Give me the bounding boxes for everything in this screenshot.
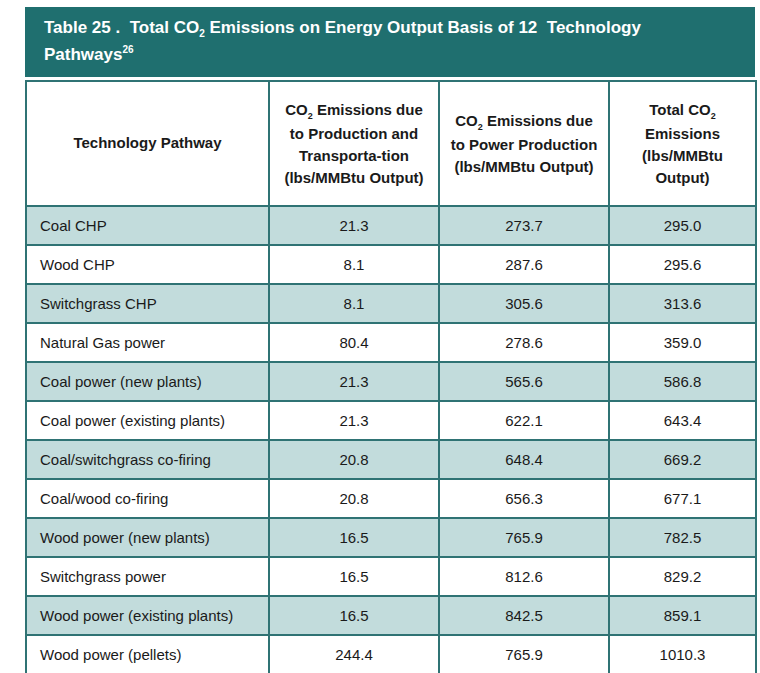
production-transport-value-cell: 20.8: [269, 440, 439, 479]
pathway-cell: Wood power (pellets): [26, 635, 269, 673]
column-header-text: CO: [455, 112, 478, 129]
power-production-value-cell: 842.5: [439, 596, 609, 635]
power-production-value-cell: 305.6: [439, 284, 609, 323]
pathway-cell: Coal/switchgrass co-firing: [26, 440, 269, 479]
column-header-text: Technology Pathway: [73, 134, 221, 151]
table-row: Coal/wood co-firing 20.8 656.3 677.1: [26, 479, 756, 518]
table-row: Wood CHP 8.1 287.6 295.6: [26, 245, 756, 284]
production-transport-value-cell: 21.3: [269, 401, 439, 440]
column-header-text: CO: [285, 101, 308, 118]
table-row: Wood power (existing plants) 16.5 842.5 …: [26, 596, 756, 635]
production-transport-value-cell: 80.4: [269, 323, 439, 362]
pathway-cell: Natural Gas power: [26, 323, 269, 362]
emissions-table: Technology Pathway CO2 Emissions due to …: [25, 80, 757, 673]
total-emissions-value-cell: 1010.3: [609, 635, 756, 673]
total-emissions-value-cell: 829.2: [609, 557, 756, 596]
column-header-total-emissions: Total CO2 Emissions (lbs/MMBtu Output): [609, 81, 756, 206]
column-header-text: Emissions (lbs/MMBtu Output): [642, 125, 723, 186]
pathway-cell: Coal/wood co-firing: [26, 479, 269, 518]
total-emissions-value-cell: 643.4: [609, 401, 756, 440]
total-emissions-value-cell: 313.6: [609, 284, 756, 323]
table-row: Coal/switchgrass co-firing 20.8 648.4 66…: [26, 440, 756, 479]
production-transport-value-cell: 16.5: [269, 596, 439, 635]
production-transport-value-cell: 20.8: [269, 479, 439, 518]
table-row: Natural Gas power 80.4 278.6 359.0: [26, 323, 756, 362]
power-production-value-cell: 765.9: [439, 635, 609, 673]
table-row: Switchgrass CHP 8.1 305.6 313.6: [26, 284, 756, 323]
table-row: Coal power (existing plants) 21.3 622.1 …: [26, 401, 756, 440]
production-transport-value-cell: 21.3: [269, 206, 439, 245]
pathway-cell: Coal CHP: [26, 206, 269, 245]
power-production-value-cell: 287.6: [439, 245, 609, 284]
table-row: Wood power (new plants) 16.5 765.9 782.5: [26, 518, 756, 557]
power-production-value-cell: 648.4: [439, 440, 609, 479]
footnote-marker: 26: [122, 44, 133, 55]
power-production-value-cell: 765.9: [439, 518, 609, 557]
pathway-cell: Wood power (existing plants): [26, 596, 269, 635]
total-emissions-value-cell: 586.8: [609, 362, 756, 401]
column-header-text: Total CO: [649, 101, 710, 118]
table-title-bar: Table 25 . Total CO2 Emissions on Energy…: [25, 7, 755, 77]
table-row: Wood power (pellets) 244.4 765.9 1010.3: [26, 635, 756, 673]
pathway-cell: Switchgrass power: [26, 557, 269, 596]
pathway-cell: Coal power (existing plants): [26, 401, 269, 440]
table-title-text: Table 25 . Total CO: [44, 18, 199, 37]
column-header-production-transportation-emissions: CO2 Emissions due to Production and Tran…: [269, 81, 439, 206]
production-transport-value-cell: 16.5: [269, 518, 439, 557]
total-emissions-value-cell: 295.6: [609, 245, 756, 284]
table-row: Coal CHP 21.3 273.7 295.0: [26, 206, 756, 245]
power-production-value-cell: 812.6: [439, 557, 609, 596]
document-page: Table 25 . Total CO2 Emissions on Energy…: [0, 0, 760, 673]
power-production-value-cell: 278.6: [439, 323, 609, 362]
table-row: Switchgrass power 16.5 812.6 829.2: [26, 557, 756, 596]
column-header-technology-pathway: Technology Pathway: [26, 81, 269, 206]
column-header-power-production-emissions: CO2 Emissions due to Power Production (l…: [439, 81, 609, 206]
total-emissions-value-cell: 782.5: [609, 518, 756, 557]
table-figure: Table 25 . Total CO2 Emissions on Energy…: [25, 7, 755, 673]
power-production-value-cell: 565.6: [439, 362, 609, 401]
power-production-value-cell: 273.7: [439, 206, 609, 245]
total-emissions-value-cell: 359.0: [609, 323, 756, 362]
power-production-value-cell: 622.1: [439, 401, 609, 440]
table-row: Coal power (new plants) 21.3 565.6 586.8: [26, 362, 756, 401]
production-transport-value-cell: 8.1: [269, 284, 439, 323]
pathway-cell: Wood power (new plants): [26, 518, 269, 557]
pathway-cell: Switchgrass CHP: [26, 284, 269, 323]
production-transport-value-cell: 16.5: [269, 557, 439, 596]
pathway-cell: Coal power (new plants): [26, 362, 269, 401]
production-transport-value-cell: 21.3: [269, 362, 439, 401]
total-emissions-value-cell: 677.1: [609, 479, 756, 518]
co2-subscript: 2: [711, 111, 716, 121]
total-emissions-value-cell: 859.1: [609, 596, 756, 635]
table-body: Coal CHP 21.3 273.7 295.0 Wood CHP 8.1 2…: [26, 206, 756, 673]
power-production-value-cell: 656.3: [439, 479, 609, 518]
table-header-row: Technology Pathway CO2 Emissions due to …: [26, 81, 756, 206]
pathway-cell: Wood CHP: [26, 245, 269, 284]
total-emissions-value-cell: 669.2: [609, 440, 756, 479]
production-transport-value-cell: 8.1: [269, 245, 439, 284]
total-emissions-value-cell: 295.0: [609, 206, 756, 245]
production-transport-value-cell: 244.4: [269, 635, 439, 673]
